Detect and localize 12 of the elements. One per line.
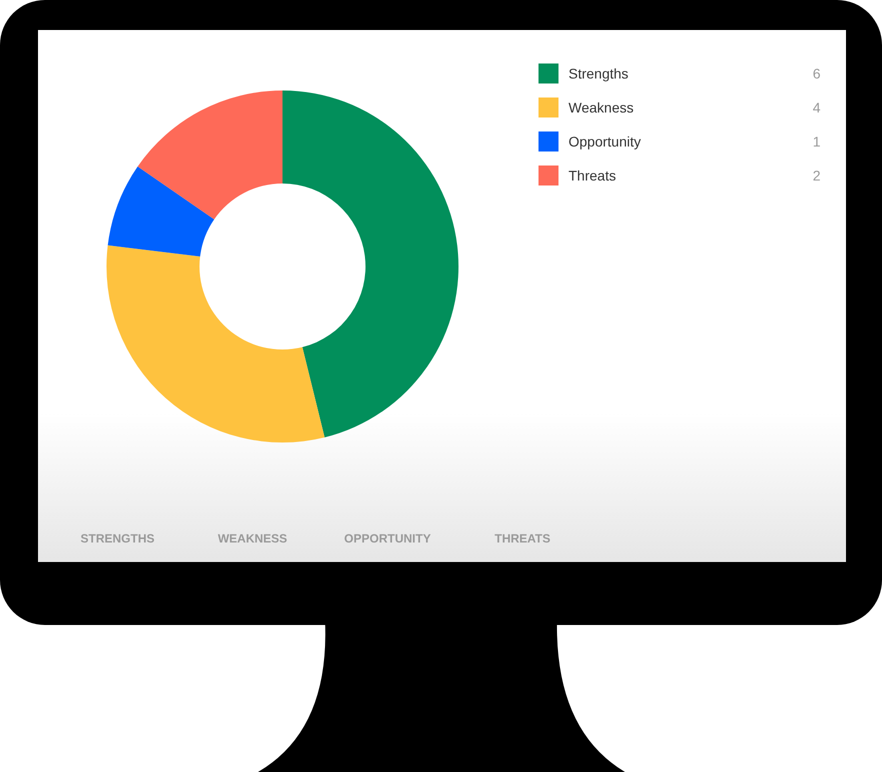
data-label: 4 [812,100,821,116]
legend-label: Weakness [568,100,634,116]
legend-label: Strengths [568,66,628,82]
legend-label: Opportunity [568,134,641,150]
data-label: 2 [812,168,821,184]
data-label: 1 [812,134,821,150]
text: THREATS [494,532,550,546]
text: STRENGTHS [80,532,155,546]
text: OPPORTUNITY [344,532,431,546]
legend-label: Threats [568,168,616,184]
data-label: 6 [812,66,821,82]
text: WEAKNESS [218,532,288,546]
